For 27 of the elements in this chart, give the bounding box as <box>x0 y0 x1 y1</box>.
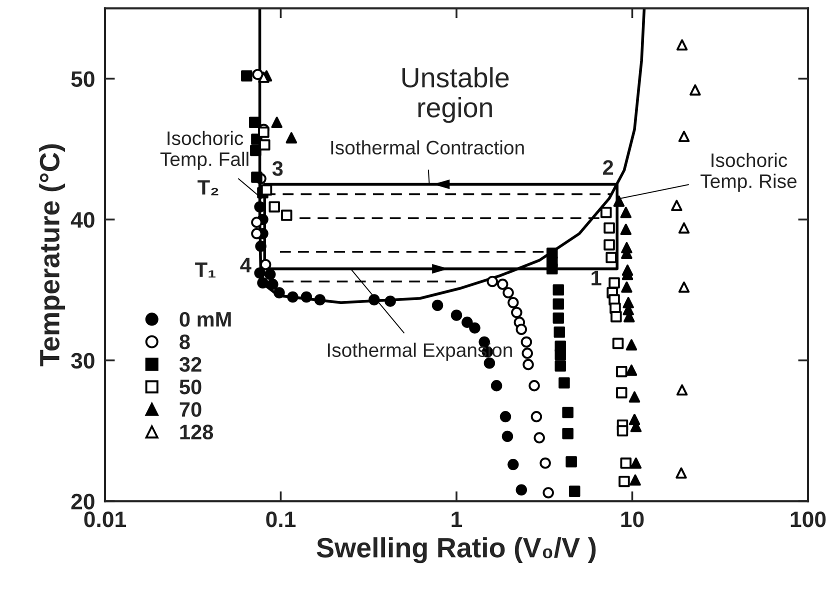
annotation: 2 <box>603 160 614 175</box>
y-tick-label: 40 <box>70 212 94 228</box>
annotation: 3 <box>272 161 283 176</box>
legend-label: 128 <box>180 424 214 440</box>
annotation: Isochoric Temp. Fall <box>160 130 248 170</box>
annotation: Isothermal Contraction <box>331 140 524 155</box>
x-tick-label: 0.1 <box>266 511 296 528</box>
annotation: 4 <box>240 258 252 272</box>
legend-label: 70 <box>180 402 202 417</box>
y-tick-label: 20 <box>71 494 94 510</box>
annotation: T₁ <box>195 262 216 278</box>
x-tick-label: 0.01 <box>84 511 126 528</box>
y-tick-label: 50 <box>71 71 94 87</box>
legend-label: 50 <box>180 380 202 394</box>
legend-label: 32 <box>179 357 202 372</box>
legend-label: 8 <box>180 334 190 350</box>
x-axis-title: Swelling Ratio (V₀/V ) <box>316 537 596 564</box>
annotation: Unstable region <box>402 67 509 123</box>
annotation: 1 <box>592 270 602 286</box>
y-tick-label: 30 <box>71 352 94 369</box>
annotation: T₂ <box>198 180 218 196</box>
legend-label: 0 mM <box>180 312 231 327</box>
annotation: Isochoric Temp. Rise <box>700 152 796 192</box>
x-tick-label: 100 <box>790 511 826 528</box>
x-tick-label: 10 <box>621 511 644 528</box>
y-axis-title: Temperature (°C) <box>39 144 65 366</box>
x-tick-label: 1 <box>452 512 462 527</box>
